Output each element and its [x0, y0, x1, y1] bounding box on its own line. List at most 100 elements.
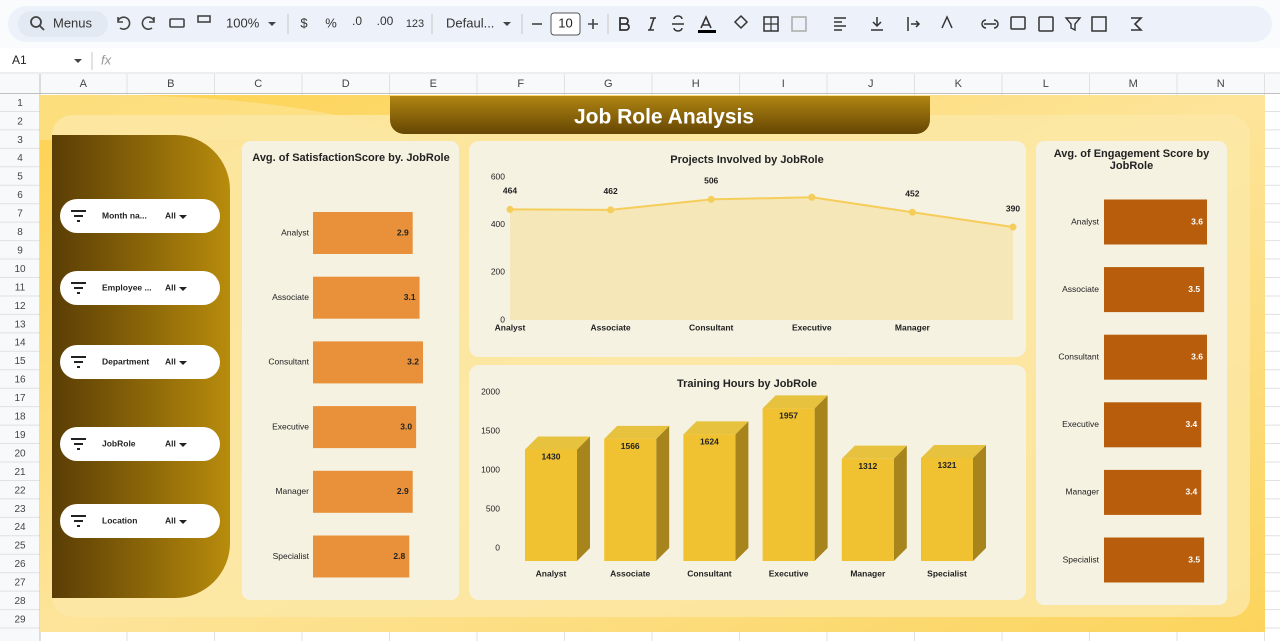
bar — [1104, 334, 1207, 380]
filter-value[interactable]: All — [165, 210, 176, 220]
bar — [1104, 267, 1205, 313]
filter-label[interactable]: Department — [102, 356, 149, 366]
font-size[interactable]: 10 — [558, 15, 572, 30]
caret — [179, 443, 187, 447]
font-select[interactable]: Defaul... — [446, 15, 494, 30]
column-header: D — [342, 78, 350, 90]
point — [506, 205, 514, 213]
data-label: 1312 — [858, 461, 877, 471]
zoom[interactable]: 100% — [226, 15, 260, 30]
rotate-icon[interactable] — [941, 15, 953, 29]
data-label: 3.5 — [1188, 554, 1200, 564]
row-header: 13 — [14, 319, 26, 330]
link-icon[interactable] — [981, 19, 999, 29]
data-label: 1957 — [779, 411, 798, 421]
row-header: 2 — [17, 116, 23, 127]
text-color-icon[interactable] — [700, 15, 712, 29]
y-tick-label: 0 — [495, 542, 500, 552]
filter-pill[interactable] — [60, 345, 220, 379]
filter-value[interactable]: All — [165, 438, 176, 448]
font-size-box[interactable] — [550, 12, 581, 36]
bar-side — [893, 445, 907, 561]
row-header: 8 — [17, 227, 23, 238]
row-header: 5 — [17, 172, 23, 183]
redo-icon[interactable] — [141, 16, 155, 30]
category-label: Executive — [1062, 419, 1099, 429]
row-header: 22 — [14, 485, 26, 496]
search-box[interactable] — [18, 11, 108, 37]
row-header: 17 — [14, 393, 26, 404]
filter-pill[interactable] — [60, 199, 220, 233]
row-header: 12 — [14, 301, 26, 312]
valign-icon[interactable] — [871, 17, 883, 31]
functions-icon[interactable] — [1131, 17, 1143, 31]
paint-format-icon[interactable] — [197, 15, 211, 23]
name-box[interactable]: A1 — [12, 53, 27, 67]
increase-decimal[interactable]: .00 — [377, 14, 394, 28]
x-tick-label: Analyst — [495, 322, 526, 332]
search-icon — [30, 16, 42, 28]
category-label: Specialist — [1063, 554, 1100, 564]
data-label: 3.4 — [1185, 487, 1197, 497]
y-tick-label: 600 — [491, 171, 505, 181]
category-label: Analyst — [1071, 216, 1100, 226]
y-tick-label: 400 — [491, 219, 505, 229]
filter-value[interactable]: All — [165, 356, 176, 366]
filter-label[interactable]: Month na... — [102, 210, 147, 220]
data-label: 2.9 — [397, 227, 409, 237]
plus-icon[interactable] — [588, 19, 598, 29]
decrease-decimal[interactable]: .0 — [352, 14, 362, 28]
filter-pill[interactable] — [60, 271, 220, 305]
bold-icon[interactable] — [619, 17, 630, 31]
row-header: 29 — [14, 614, 26, 625]
filter-label[interactable]: Location — [102, 515, 137, 525]
caret — [179, 520, 187, 524]
number-format[interactable]: 123 — [406, 18, 424, 30]
bar-top — [525, 436, 590, 450]
currency-button[interactable]: $ — [300, 15, 308, 30]
row-header: 20 — [14, 448, 26, 459]
filter-value[interactable]: All — [165, 515, 176, 525]
undo-icon[interactable] — [117, 16, 131, 30]
filter-pill[interactable] — [60, 427, 220, 461]
row-header: 7 — [17, 209, 23, 220]
filter-value[interactable]: All — [165, 282, 176, 292]
filter-pill[interactable] — [60, 504, 220, 538]
data-label: 3.1 — [404, 292, 416, 302]
filter-label[interactable]: Employee ... — [102, 282, 152, 292]
row-header: 25 — [14, 541, 26, 552]
filter-label[interactable]: JobRole — [102, 438, 136, 448]
caret — [179, 287, 187, 291]
row-header: 24 — [14, 522, 26, 533]
filter-icon[interactable] — [1064, 17, 1082, 32]
strikethrough-icon[interactable] — [672, 15, 684, 32]
bar — [1104, 402, 1202, 448]
fill-color-icon[interactable] — [733, 14, 749, 30]
percent-button[interactable]: % — [325, 15, 337, 30]
bar — [683, 434, 736, 561]
y-tick-label: 2000 — [481, 386, 500, 396]
comment-icon[interactable] — [1010, 16, 1026, 30]
filter-views-icon[interactable] — [1091, 16, 1107, 32]
column-header: N — [1217, 78, 1225, 90]
bar-top — [841, 445, 907, 459]
column-header: B — [167, 78, 174, 90]
bar-top — [921, 444, 986, 458]
wrap-icon[interactable] — [907, 17, 921, 31]
italic-icon[interactable] — [648, 17, 656, 31]
print-icon[interactable] — [169, 18, 185, 28]
align-icon[interactable] — [834, 17, 846, 31]
data-label: 390 — [1006, 203, 1020, 213]
row-header: 16 — [14, 375, 26, 386]
row-header: 28 — [14, 596, 26, 607]
filter-icon — [71, 282, 86, 294]
bar — [841, 458, 894, 561]
merge-icon[interactable] — [791, 16, 807, 32]
search-text[interactable]: Menus — [53, 15, 93, 30]
bar-side — [973, 444, 986, 561]
y-tick-label: 0 — [500, 314, 505, 324]
chart-title-box: Avg. of Engagement Score by JobRole — [1054, 148, 1209, 172]
chart-icon[interactable] — [1038, 16, 1054, 32]
